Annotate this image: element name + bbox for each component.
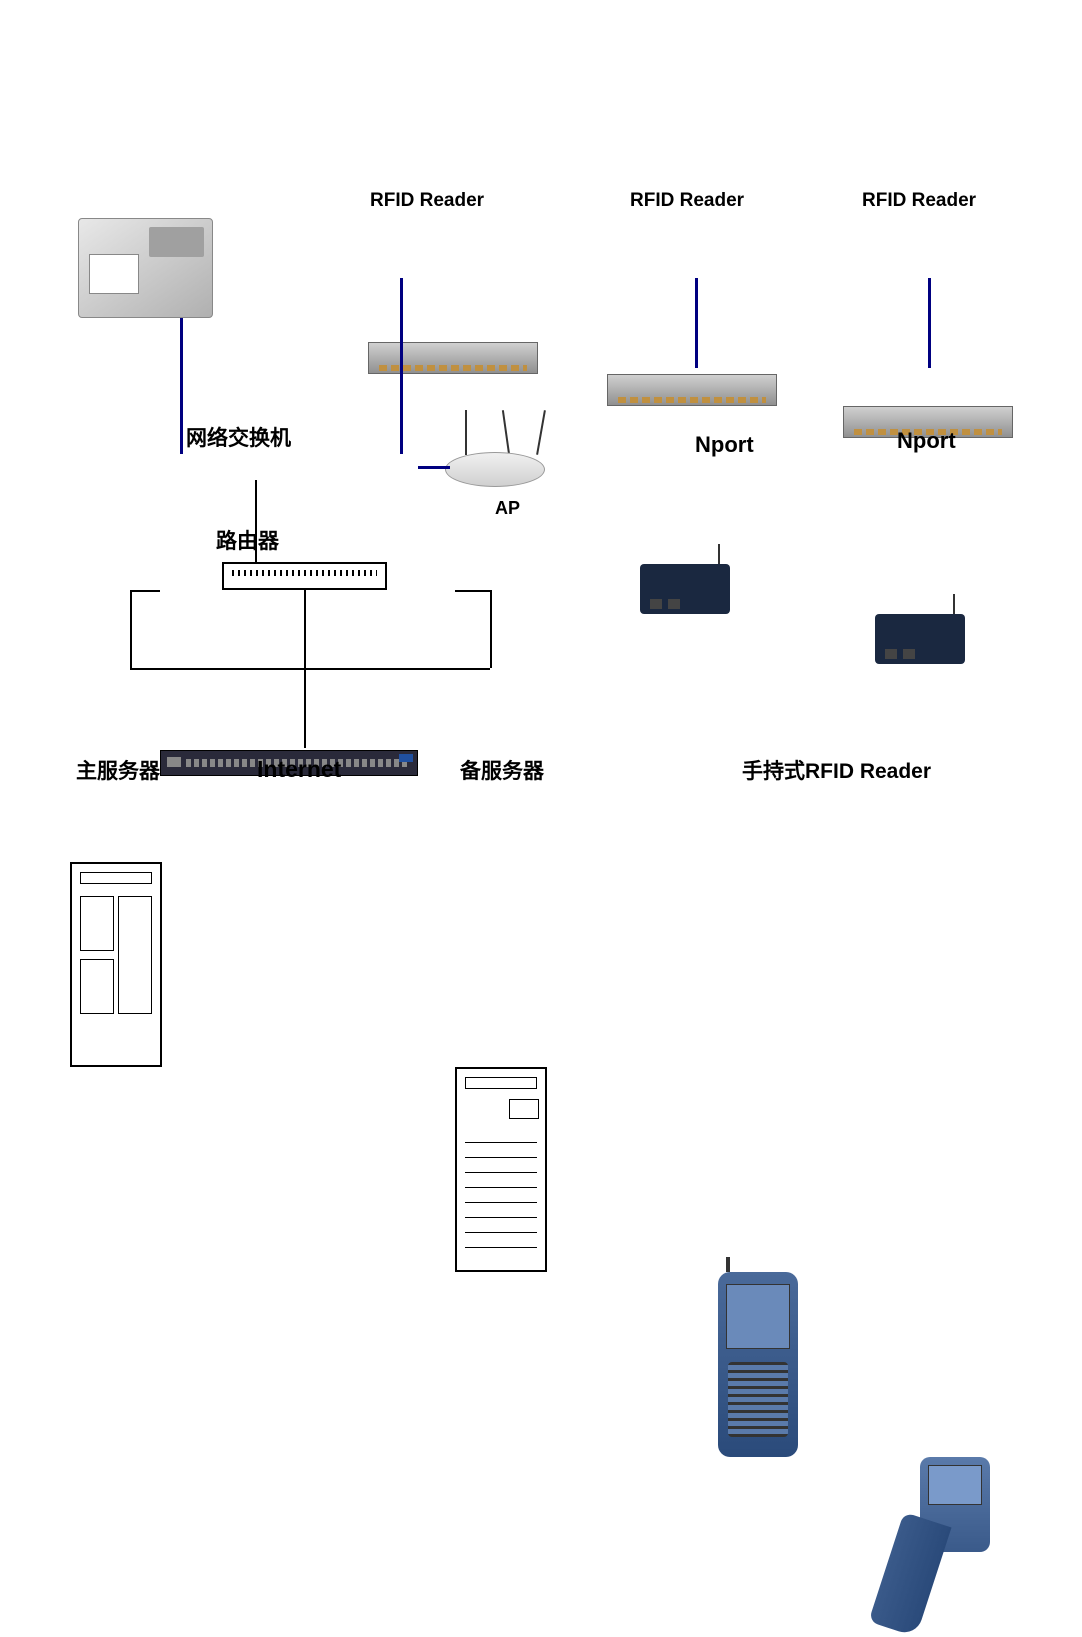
main-server-icon [70, 862, 162, 1067]
access-point-icon [440, 410, 555, 500]
nport-1-icon [640, 564, 730, 614]
nport-2-icon [875, 614, 965, 664]
handheld-label: 手持式RFID Reader [742, 755, 931, 785]
handheld-pda-icon [718, 1272, 798, 1457]
edge-reader2-nport1 [695, 278, 698, 368]
rfid-reader-2-icon [607, 374, 777, 406]
edge-printer-switch [180, 318, 183, 454]
internet-label: Internet [257, 756, 341, 783]
edge-reader3-nport2 [928, 278, 931, 368]
edge-switch-ap [418, 466, 450, 469]
edge-router-hline [130, 668, 490, 670]
backup-server-icon [455, 1067, 547, 1272]
rfid-reader-1-label: RFID Reader [370, 190, 484, 212]
router-icon [222, 562, 387, 590]
main-server-label: 主服务器 [76, 755, 160, 785]
edge-reader1-switch [400, 278, 403, 454]
edge-server2-h [455, 590, 492, 592]
rfid-reader-1-icon [368, 342, 538, 374]
printer-icon [78, 218, 213, 318]
rfid-reader-3-label: RFID Reader [862, 190, 976, 212]
handheld-gun-icon [885, 1457, 1015, 1637]
edge-server1-up [130, 590, 132, 668]
nport-1-label: Nport [695, 432, 754, 458]
edge-server2-up [490, 590, 492, 668]
edge-server1-h [130, 590, 160, 592]
rfid-reader-2-label: RFID Reader [630, 190, 744, 212]
router-label: 路由器 [216, 525, 279, 555]
switch-label: 网络交换机 [186, 422, 291, 452]
nport-2-label: Nport [897, 428, 956, 454]
backup-server-label: 备服务器 [460, 755, 544, 785]
ap-label: AP [495, 498, 520, 519]
